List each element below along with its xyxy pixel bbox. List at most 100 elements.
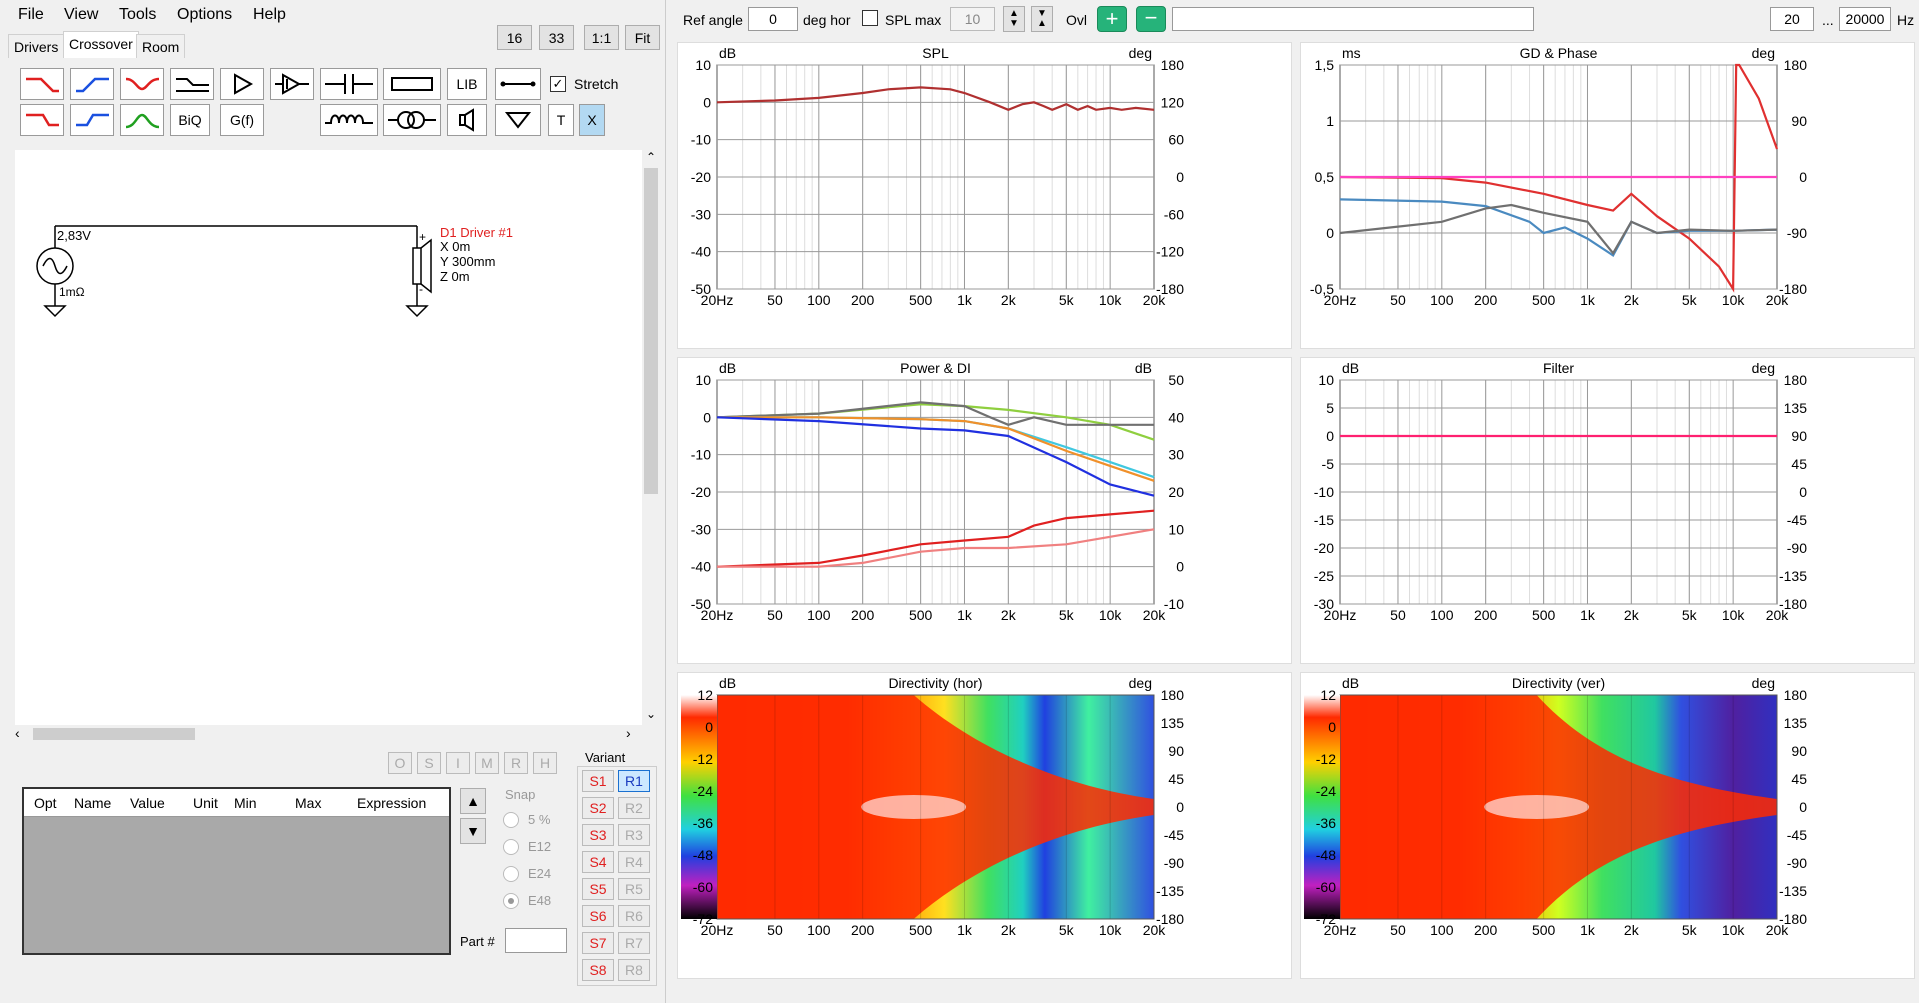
inductor-tool[interactable] <box>320 104 378 136</box>
scroll-thumb[interactable] <box>644 168 658 494</box>
scroll-up-icon[interactable]: ⌃ <box>645 150 657 164</box>
col-max[interactable]: Max <box>295 795 322 811</box>
variant-r3[interactable]: R3 <box>618 824 650 846</box>
opt-s-button[interactable]: S <box>417 752 441 774</box>
scroll-down-icon[interactable]: ⌄ <box>645 707 657 721</box>
scroll-right-icon[interactable]: › <box>626 725 631 741</box>
spl-max-checkbox[interactable] <box>862 10 878 26</box>
bandpass-tool[interactable] <box>120 104 164 136</box>
menu-file[interactable]: File <box>18 6 44 23</box>
variant-r2[interactable]: R2 <box>618 797 650 819</box>
directivity-hor-chart[interactable]: Directivity (hor) dB deg 12 0 -12 -24 -36 -48 -60… <box>677 672 1292 979</box>
lowpass-tool[interactable] <box>20 68 64 100</box>
variant-s6[interactable]: S6 <box>582 905 614 927</box>
resistor-tool[interactable] <box>383 68 441 100</box>
ground-tool[interactable] <box>495 104 541 136</box>
overlay-input[interactable] <box>1172 7 1534 31</box>
col-name[interactable]: Name <box>74 795 112 811</box>
opt-o-button[interactable]: O <box>388 752 412 774</box>
spl-fit-button[interactable]: ▼ ▲ <box>1031 6 1053 32</box>
power-di-chart[interactable]: 10 0 -10 -20 -30 -40 -50 50 40 30 20 10 0 -10 Power & … <box>677 357 1292 664</box>
tab-drivers[interactable]: Drivers <box>8 34 65 58</box>
t-button[interactable]: T <box>548 104 574 136</box>
variant-r6[interactable]: R6 <box>618 905 650 927</box>
gd-phase-chart[interactable]: 1,5 1 0,5 0 -0,5 180 90 0 -90 -180 GD & Phase ms deg… <box>1300 42 1915 349</box>
transformer-tool[interactable] <box>383 104 441 136</box>
x-button[interactable]: X <box>579 104 605 136</box>
variant-s8[interactable]: S8 <box>582 959 614 981</box>
library-button[interactable]: LIB <box>447 68 487 100</box>
speaker-tool[interactable] <box>447 104 487 136</box>
ref-angle-input[interactable]: 0 <box>748 7 798 31</box>
y-tick-label: 1 <box>1326 113 1334 129</box>
col-opt[interactable]: Opt <box>34 795 57 811</box>
overlay-remove-button[interactable]: − <box>1136 6 1166 32</box>
variant-s1[interactable]: S1 <box>582 770 614 792</box>
move-down-button[interactable]: ▼ <box>460 818 486 844</box>
variant-r7[interactable]: R7 <box>618 932 650 954</box>
opt-r-button[interactable]: R <box>504 752 528 774</box>
bandstop-tool[interactable] <box>120 68 164 100</box>
scroll-left-icon[interactable]: ‹ <box>15 725 20 741</box>
snap-e12-radio[interactable] <box>503 839 519 855</box>
freq-min-input[interactable]: 20 <box>1770 7 1814 31</box>
overlay-add-button[interactable]: + <box>1097 6 1127 32</box>
col-value[interactable]: Value <box>130 795 165 811</box>
tab-room[interactable]: Room <box>136 34 186 58</box>
hscroll-thumb[interactable] <box>33 728 195 740</box>
opt-m-button[interactable]: M <box>475 752 499 774</box>
variant-s3[interactable]: S3 <box>582 824 614 846</box>
splitter[interactable] <box>665 0 666 1003</box>
stretch-checkbox[interactable]: ✓ <box>550 76 566 92</box>
move-up-button[interactable]: ▲ <box>460 788 486 814</box>
menu-view[interactable]: View <box>64 6 99 23</box>
schematic-vscroll[interactable]: ⌃ ⌄ <box>642 150 660 725</box>
tab-crossover[interactable]: Crossover <box>63 31 139 58</box>
menu-help[interactable]: Help <box>253 6 286 23</box>
freq-max-input[interactable]: 20000 <box>1839 7 1891 31</box>
menu-options[interactable]: Options <box>177 6 233 23</box>
variant-s7[interactable]: S7 <box>582 932 614 954</box>
menu-tools[interactable]: Tools <box>119 6 157 23</box>
snap-e48-radio[interactable] <box>503 893 519 909</box>
spl-max-input[interactable]: 10 <box>950 7 995 31</box>
spl-chart[interactable]: 10 0 -10 -20 -30 -40 -50 180 120 60 0 -60 -120 -180 SP… <box>677 42 1292 349</box>
biquad-button[interactable]: BiQ <box>170 104 210 136</box>
directivity-ver-chart[interactable]: Directivity (ver) dB deg 12 0 -12 -24 -36 -48 -60… <box>1300 672 1915 979</box>
y-tick-label: 0 <box>1326 428 1334 444</box>
variant-r4[interactable]: R4 <box>618 851 650 873</box>
buffer-tool[interactable] <box>270 68 314 100</box>
shelf-tool[interactable] <box>170 68 214 100</box>
snap-5-radio[interactable] <box>503 812 519 828</box>
capacitor-tool[interactable] <box>320 68 378 100</box>
zoom-16-button[interactable]: 16 <box>497 25 532 50</box>
wire-tool[interactable] <box>495 68 541 100</box>
filter-chart[interactable]: 10 5 0 -5 -10 -15 -20 -25 -30 180 135 90 45 0 -45 -90 -1… <box>1300 357 1915 664</box>
amplifier-tool[interactable] <box>220 68 264 100</box>
driver-name[interactable]: D1 Driver #1 <box>440 225 513 240</box>
opt-i-button[interactable]: I <box>446 752 470 774</box>
zoom-1to1-button[interactable]: 1:1 <box>584 25 619 50</box>
schematic-hscroll[interactable]: ‹ › <box>15 725 642 743</box>
spl-up-down-button[interactable]: ▲ ▼ <box>1003 6 1025 32</box>
col-min[interactable]: Min <box>234 795 257 811</box>
variant-r8[interactable]: R8 <box>618 959 650 981</box>
variant-s2[interactable]: S2 <box>582 797 614 819</box>
part-input[interactable] <box>505 928 567 953</box>
lowpass2-tool[interactable] <box>20 104 64 136</box>
highpass-tool[interactable] <box>70 68 114 100</box>
variant-r1[interactable]: R1 <box>618 770 650 792</box>
gf-button[interactable]: G(f) <box>220 104 264 136</box>
col-expression[interactable]: Expression <box>357 795 427 811</box>
snap-e24-radio[interactable] <box>503 866 519 882</box>
variant-r5[interactable]: R5 <box>618 878 650 900</box>
variant-s5[interactable]: S5 <box>582 878 614 900</box>
zoom-fit-button[interactable]: Fit <box>625 25 660 50</box>
param-table[interactable]: Opt Name Value Unit Min Max Expression <box>22 787 451 955</box>
variant-s4[interactable]: S4 <box>582 851 614 873</box>
schematic-canvas[interactable]: 2,83V 1mΩ D1 Driver #1 X 0m Y 300mm Z 0m… <box>15 150 642 725</box>
opt-h-button[interactable]: H <box>533 752 557 774</box>
col-unit[interactable]: Unit <box>193 795 218 811</box>
highpass2-tool[interactable] <box>70 104 114 136</box>
zoom-33-button[interactable]: 33 <box>539 25 574 50</box>
